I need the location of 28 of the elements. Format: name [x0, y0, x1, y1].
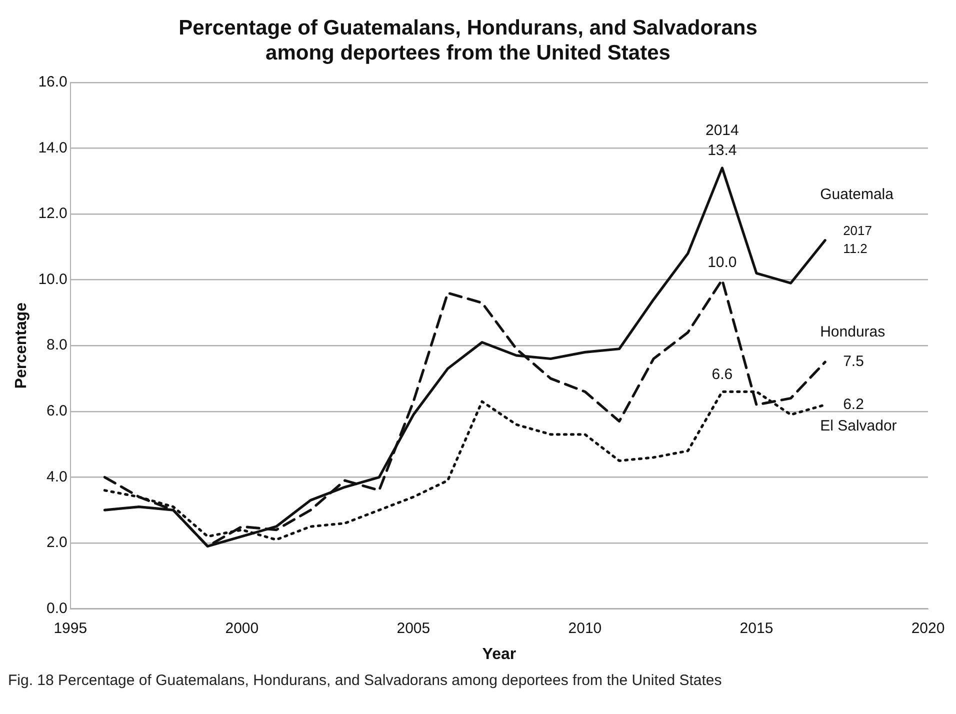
- y-tick-label: 0.0: [46, 600, 68, 617]
- x-axis-title: Year: [482, 646, 516, 663]
- y-axis-title: Percentage: [13, 302, 30, 389]
- y-tick-label: 10.0: [38, 270, 68, 288]
- y-tick-label: 2.0: [46, 534, 68, 552]
- x-tick-label: 2000: [225, 620, 259, 637]
- y-tick-label: 4.0: [46, 468, 68, 486]
- x-tick-label: 2015: [740, 620, 774, 637]
- data-label: 7.5: [843, 353, 864, 372]
- y-tick-label: 8.0: [46, 336, 68, 354]
- data-label: 2017 11.2: [843, 222, 872, 258]
- y-tick-label: 6.0: [46, 402, 68, 420]
- x-tick-label: 2010: [568, 620, 602, 637]
- data-label: 6.6: [712, 366, 733, 384]
- x-tick-label: 2020: [911, 620, 945, 637]
- y-tick-label: 12.0: [38, 205, 68, 222]
- data-label: 6.2: [843, 396, 864, 414]
- y-tick-label: 16.0: [38, 74, 68, 91]
- caption: Fig. 18 Percentage of Guatemalans, Hondurans, and Salvadorans among deportees from the United States: [8, 672, 723, 689]
- series-label: El Salvador: [820, 417, 897, 434]
- chart-title: Percentage of Guatemalans, Hondurans, and Salvadorans among deportees from the United States: [178, 16, 758, 65]
- text: Guatemala: [820, 186, 894, 203]
- x-tick-label: 1995: [54, 620, 88, 637]
- data-label: 10.0: [708, 254, 737, 272]
- y-tick-label: 14.0: [38, 139, 68, 156]
- x-tick-label: 2005: [396, 620, 430, 637]
- series-label: Honduras: [820, 324, 886, 341]
- data-label: 2014 13.4: [705, 122, 739, 160]
